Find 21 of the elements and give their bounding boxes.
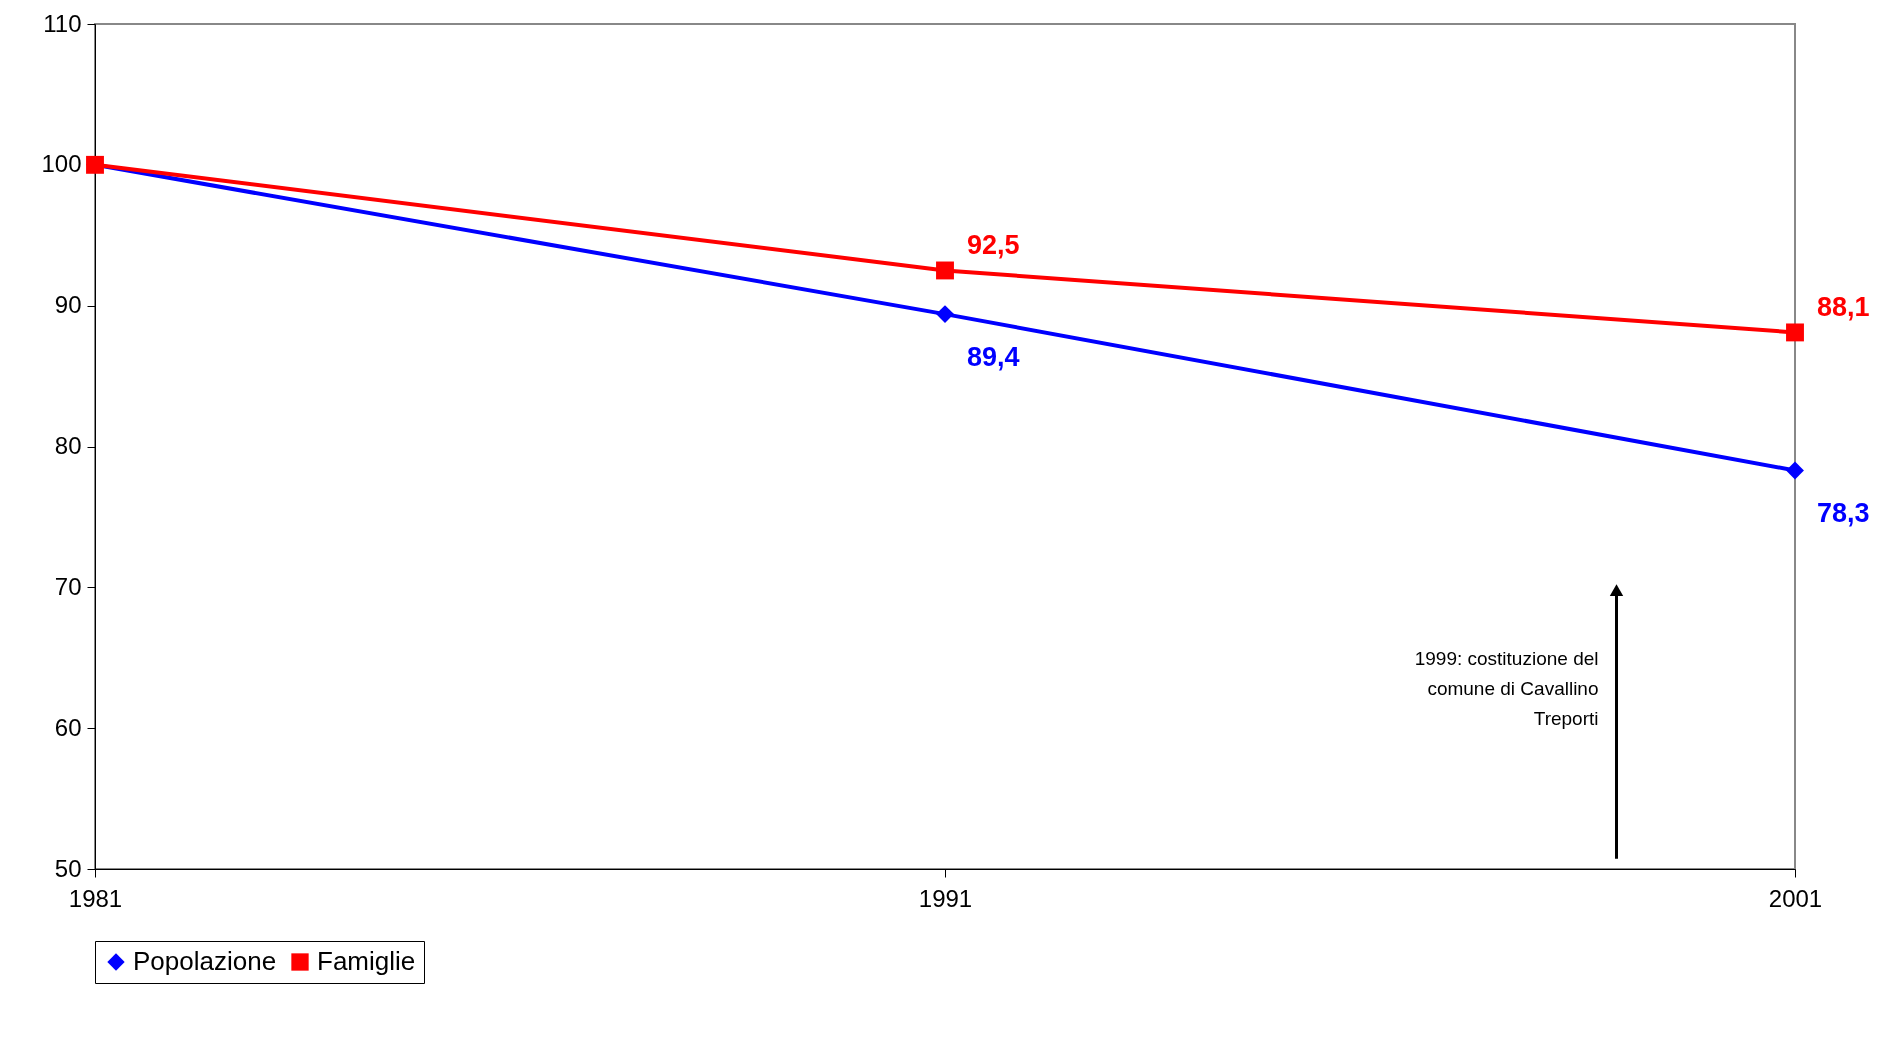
point — [1786, 461, 1804, 480]
data-label: 78,3 — [1817, 498, 1870, 529]
x-tick-label: 1981 — [68, 884, 123, 912]
legend-label: Popolazione — [133, 946, 277, 976]
legend-label: Famiglie — [317, 946, 416, 976]
data-label: 92,5 — [967, 230, 1020, 261]
point — [1786, 323, 1804, 342]
y-tick-label: 70 — [54, 572, 82, 600]
y-tick-label: 80 — [54, 432, 82, 459]
x-tick-label: 1991 — [918, 884, 973, 912]
point — [936, 261, 954, 280]
x-tick-label: 2001 — [1768, 884, 1823, 912]
annotation: 1999: costituzione del comune di Cavallino Treporti — [1414, 648, 1599, 730]
y-tick-label: 60 — [54, 713, 82, 741]
data-label: 88,1 — [1817, 292, 1870, 323]
point — [936, 305, 954, 324]
y-tick-label: 90 — [54, 291, 82, 319]
data-label: 89,4 — [967, 342, 1020, 373]
y-tick-label: 100 — [41, 150, 82, 178]
y-tick-label: 110 — [43, 9, 82, 37]
y-tick-label: 50 — [54, 854, 82, 882]
